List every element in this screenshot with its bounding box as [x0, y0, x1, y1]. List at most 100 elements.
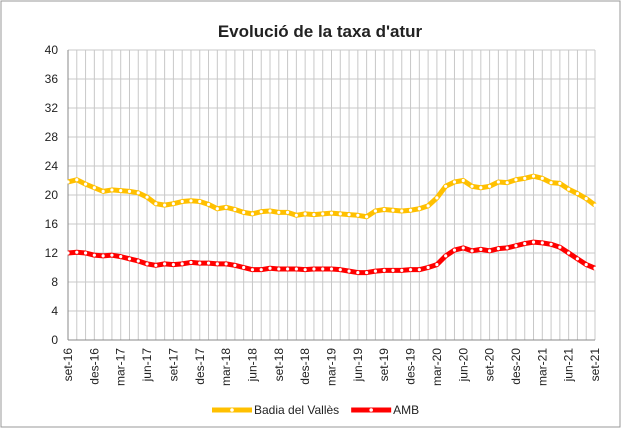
point — [92, 253, 96, 257]
legend-marker — [369, 408, 373, 412]
point — [549, 242, 553, 246]
point — [575, 191, 580, 196]
point — [426, 204, 430, 208]
point — [312, 267, 316, 271]
x-tick-label: jun-21 — [562, 348, 576, 383]
y-tick-label: 20 — [45, 188, 59, 202]
point — [119, 189, 123, 193]
point — [259, 210, 263, 214]
point — [408, 268, 413, 272]
point — [365, 270, 369, 275]
point — [145, 195, 149, 199]
point — [198, 199, 202, 204]
point — [470, 249, 474, 253]
point — [356, 213, 360, 217]
point — [206, 261, 211, 265]
point — [461, 178, 465, 183]
point — [101, 189, 105, 193]
point — [75, 250, 79, 254]
point — [338, 212, 342, 216]
x-tick-label: des-19 — [404, 348, 418, 385]
point — [365, 215, 369, 219]
x-tick-label: mar-20 — [430, 348, 444, 386]
point — [242, 265, 246, 270]
point — [558, 181, 562, 185]
x-tick-label: jun-17 — [140, 348, 154, 383]
point — [531, 174, 536, 178]
x-tick-label: des-16 — [87, 348, 101, 385]
x-tick-label: jun-20 — [456, 348, 470, 383]
x-tick-label: set-16 — [61, 348, 75, 382]
point — [514, 178, 518, 182]
point — [505, 181, 509, 185]
point — [268, 266, 272, 270]
point — [356, 270, 360, 275]
legend-label: Badia del Vallès — [254, 403, 339, 417]
point — [523, 176, 527, 180]
point — [391, 208, 395, 212]
point — [575, 257, 580, 261]
point — [224, 262, 228, 266]
point — [444, 184, 448, 188]
point — [224, 205, 228, 209]
point — [215, 207, 219, 211]
point — [470, 184, 474, 188]
point — [444, 254, 448, 258]
point — [163, 203, 167, 207]
y-tick-label: 28 — [45, 130, 59, 144]
point — [391, 268, 395, 272]
x-tick-label: mar-21 — [535, 348, 549, 386]
x-tick-label: des-17 — [193, 348, 207, 385]
point — [373, 209, 378, 213]
point — [285, 267, 290, 271]
point — [75, 178, 79, 182]
point — [285, 210, 290, 214]
point — [461, 246, 465, 250]
point — [127, 189, 132, 193]
point — [531, 240, 536, 244]
point — [250, 212, 255, 216]
point — [408, 208, 413, 212]
point — [400, 209, 404, 213]
point — [259, 268, 263, 272]
point — [347, 269, 351, 273]
point — [294, 213, 298, 217]
point — [417, 207, 421, 211]
point — [233, 207, 237, 212]
x-tick-label: set-20 — [483, 348, 497, 382]
point — [426, 265, 430, 270]
y-tick-label: 8 — [51, 275, 58, 289]
x-tick-label: set-18 — [272, 348, 286, 382]
point — [479, 247, 483, 251]
x-tick-label: set-21 — [588, 348, 602, 382]
x-tick-label: set-17 — [166, 348, 180, 382]
legend-label: AMB — [393, 403, 419, 417]
y-tick-label: 40 — [45, 43, 59, 57]
point — [83, 251, 88, 255]
point — [312, 212, 316, 217]
y-tick-label: 32 — [45, 101, 59, 115]
point — [119, 255, 123, 259]
x-tick-label: jun-19 — [351, 348, 365, 383]
point — [400, 268, 404, 272]
y-tick-label: 12 — [45, 246, 59, 260]
point — [136, 259, 140, 263]
point — [549, 181, 553, 185]
point — [268, 209, 272, 213]
point — [329, 267, 334, 271]
point — [435, 196, 439, 200]
point — [171, 202, 175, 206]
point — [154, 263, 158, 267]
point — [382, 207, 386, 212]
x-tick-label: mar-18 — [219, 348, 233, 386]
y-tick-label: 36 — [45, 72, 59, 86]
point — [154, 202, 158, 206]
point — [567, 251, 571, 255]
point — [303, 268, 307, 272]
point — [145, 262, 149, 266]
point — [294, 267, 298, 271]
point — [83, 182, 88, 186]
point — [321, 212, 325, 216]
